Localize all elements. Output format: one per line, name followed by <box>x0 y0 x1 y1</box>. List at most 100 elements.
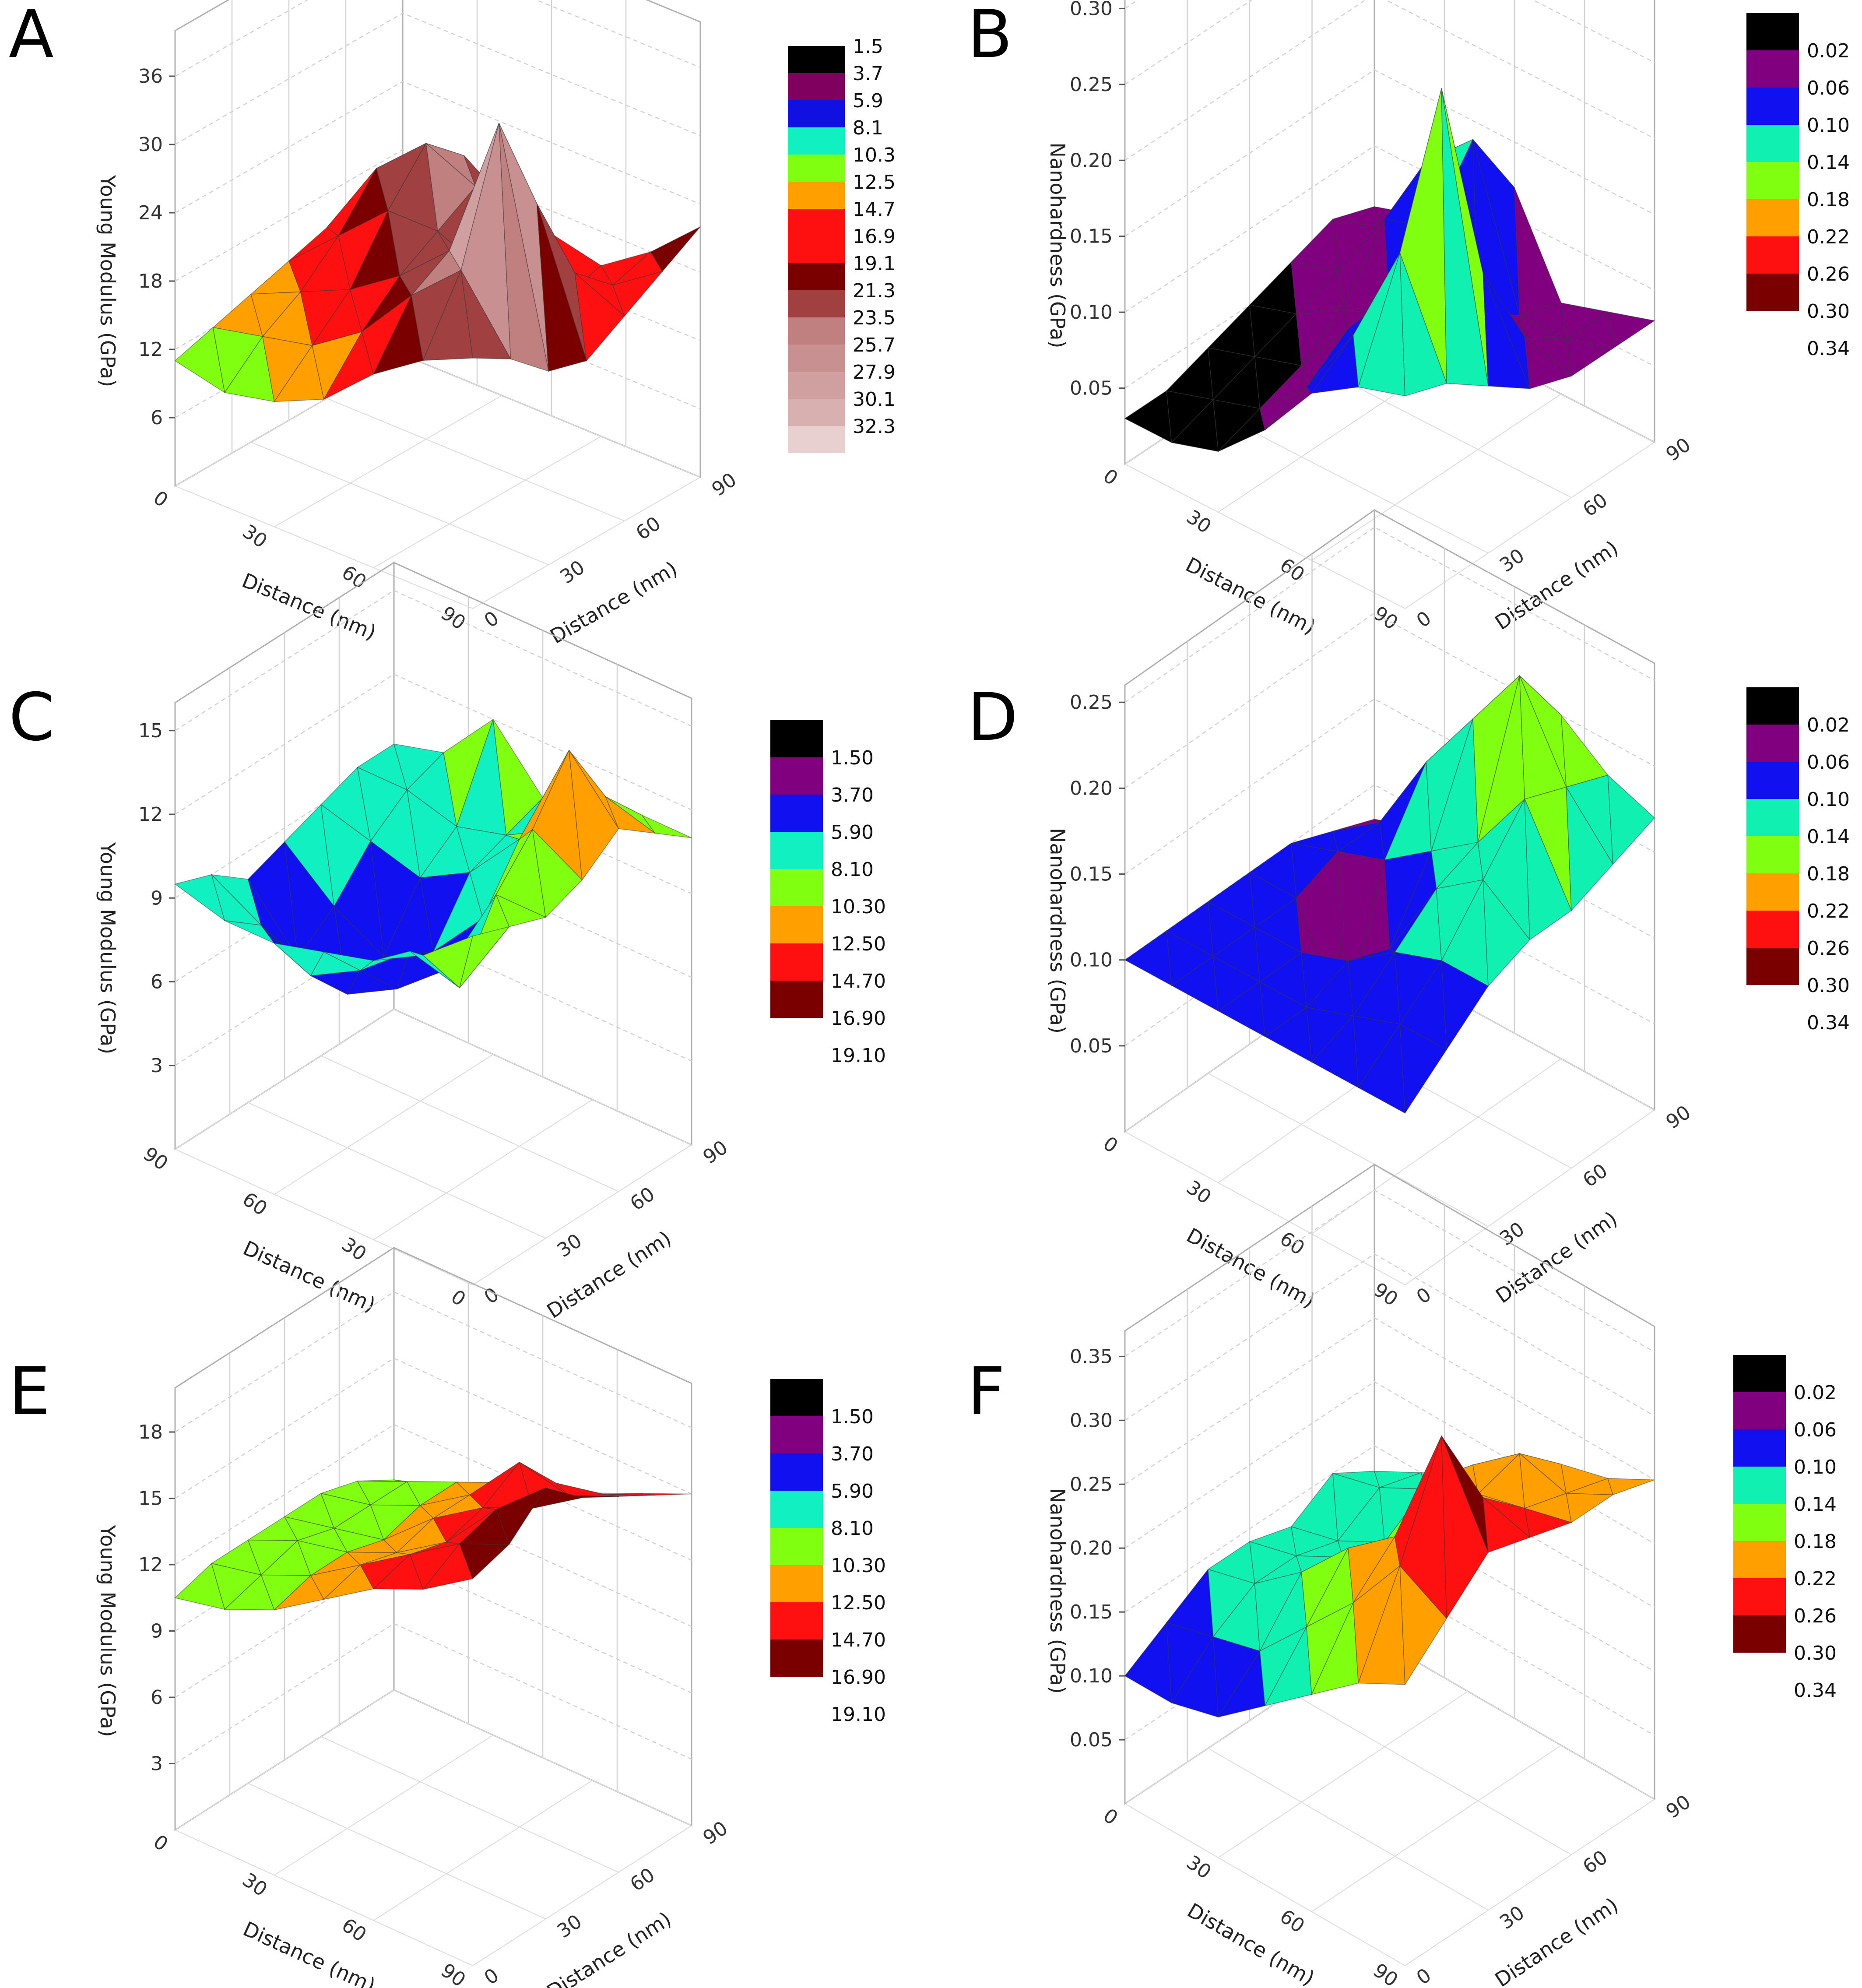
surface-facet <box>1514 187 1562 316</box>
legend-label: 0.02 <box>1807 40 1850 62</box>
z-tick-label: 3 <box>151 1055 163 1077</box>
floor-gridline <box>472 477 701 609</box>
floor-gridline <box>1405 1109 1655 1285</box>
surface-facet <box>605 796 656 834</box>
floor-gridline <box>274 1054 494 1195</box>
legend-label: 14.70 <box>831 970 886 992</box>
legend-label: 0.26 <box>1807 937 1850 960</box>
z-gridline <box>175 1623 692 1764</box>
y-tick-label: 30 <box>1496 544 1528 577</box>
legend-swatch <box>770 1565 823 1602</box>
y-tick-label: 90 <box>699 1136 732 1168</box>
y-tick-label: 90 <box>1662 1791 1695 1823</box>
legend-label: 21.3 <box>853 280 896 302</box>
legend-label: 12.50 <box>831 1592 886 1614</box>
legend: 0.02 0.06 0.10 0.14 0.18 0.22 0.26 0.30 0.34 <box>1746 687 1850 1034</box>
z-tick-label: 0.05 <box>1070 1729 1113 1751</box>
z-tick-label: 0.20 <box>1070 777 1113 799</box>
z-tick-label: 0.05 <box>1070 377 1113 400</box>
legend-label: 1.50 <box>831 1406 874 1428</box>
legend: 1.50 3.70 5.90 8.10 10.30 12.50 14.70 16.90 19.1… <box>770 1379 886 1726</box>
legend-swatch <box>1746 199 1799 236</box>
z-axis-label: Young Modulus (GPa) <box>96 842 119 1054</box>
legend-label: 0.06 <box>1807 77 1850 99</box>
surface <box>1124 675 1655 1114</box>
legend-label: 0.10 <box>1807 788 1850 811</box>
z-tick-label: 9 <box>151 1620 163 1643</box>
surface-facet <box>1483 879 1530 987</box>
panel-d: 0.05 0.10 0.15 0.20 0.25 Nanohardness (GPa) 0 3… <box>1046 509 1850 1312</box>
y-tick-label: 30 <box>1496 1901 1528 1934</box>
z-tick-label: 0.25 <box>1070 691 1113 714</box>
legend-swatch <box>1746 948 1799 985</box>
legend-swatch <box>1746 50 1799 88</box>
y-tick-label: 30 <box>1496 1218 1528 1250</box>
surface-facet <box>1607 774 1655 865</box>
surface-facet <box>612 271 663 317</box>
x-tick-label: 60 <box>238 1188 271 1220</box>
surface-facet <box>1399 253 1447 397</box>
legend-label: 1.5 <box>853 35 883 58</box>
z-tick-label: 0.05 <box>1070 1035 1113 1057</box>
surface-facet <box>459 1543 510 1580</box>
legend-label: 8.10 <box>831 859 874 881</box>
floor-gridline <box>248 1783 546 1920</box>
legend-label: 25.7 <box>853 334 896 356</box>
legend-label: 14.70 <box>831 1629 886 1651</box>
z-gridline <box>1124 1189 1655 1357</box>
z-tick-label: 15 <box>138 720 163 742</box>
axis-box <box>169 1246 692 1966</box>
x-tick-label: 90 <box>437 1959 470 1988</box>
floor-gridline <box>1311 394 1562 561</box>
legend: 0.02 0.06 0.10 0.14 0.18 0.22 0.26 0.30 0.34 <box>1733 1355 1837 1702</box>
legend-label: 0.02 <box>1807 714 1850 736</box>
x-tick-label: 90 <box>139 1143 172 1175</box>
legend: 1.50 3.70 5.90 8.10 10.30 12.50 14.70 16.90 19.1… <box>770 720 886 1067</box>
legend-label: 0.14 <box>1807 826 1850 848</box>
floor-gridline <box>320 1736 619 1873</box>
x-tick-label: 0 <box>1099 1804 1122 1830</box>
z-axis-label: Nanohardness (GPa) <box>1046 828 1069 1034</box>
legend-swatch <box>1733 1504 1786 1541</box>
surface-facet <box>1566 1493 1613 1523</box>
legend-label: 0.06 <box>1807 751 1850 774</box>
floor-gridline <box>1311 1058 1562 1235</box>
legend-label: 0.02 <box>1794 1382 1837 1404</box>
z-gridline <box>175 1291 692 1433</box>
z-tick-label: 0.30 <box>1070 0 1113 20</box>
y-tick-label: 90 <box>1662 433 1695 466</box>
legend-label: 3.7 <box>853 63 883 85</box>
legend-label: 1.50 <box>831 747 874 769</box>
panel-b: 0.05 0.10 0.15 0.20 0.25 0.30 Nanohardness (GP… <box>1046 0 1850 639</box>
z-tick-label: 24 <box>138 202 163 224</box>
legend-swatch <box>770 1491 823 1528</box>
legend-swatch <box>770 795 823 832</box>
legend-label: 0.10 <box>1807 114 1850 137</box>
legend-swatch <box>788 263 845 290</box>
z-tick-label: 9 <box>151 887 163 909</box>
surface-facet <box>641 815 692 838</box>
floor-gridline <box>274 395 502 528</box>
floor-gridline <box>327 398 625 521</box>
legend-label: 10.30 <box>831 1555 886 1577</box>
legend-label: 0.14 <box>1794 1493 1837 1516</box>
legend-label: 0.06 <box>1794 1419 1837 1441</box>
legend-swatch <box>770 1640 823 1677</box>
surface-facet <box>532 829 583 918</box>
y-tick-label: 30 <box>553 1229 586 1262</box>
legend-swatch <box>1733 1541 1786 1578</box>
floor-gridline <box>1405 1799 1655 1966</box>
floor-gridline <box>1124 1131 1405 1285</box>
legend-swatch <box>1733 1578 1786 1615</box>
legend-label: 32.3 <box>853 415 896 438</box>
z-tick-label: 0.15 <box>1070 225 1113 248</box>
surface-facet <box>1607 1478 1655 1495</box>
floor-gridline <box>393 1009 692 1145</box>
legend-label: 8.10 <box>831 1517 874 1540</box>
x-tick-label: 60 <box>1275 554 1308 586</box>
panel-label-a: A <box>9 0 54 73</box>
z-tick-label: 0.25 <box>1070 1473 1113 1495</box>
panel-label-e: E <box>9 1354 50 1430</box>
legend-swatch <box>788 236 845 263</box>
